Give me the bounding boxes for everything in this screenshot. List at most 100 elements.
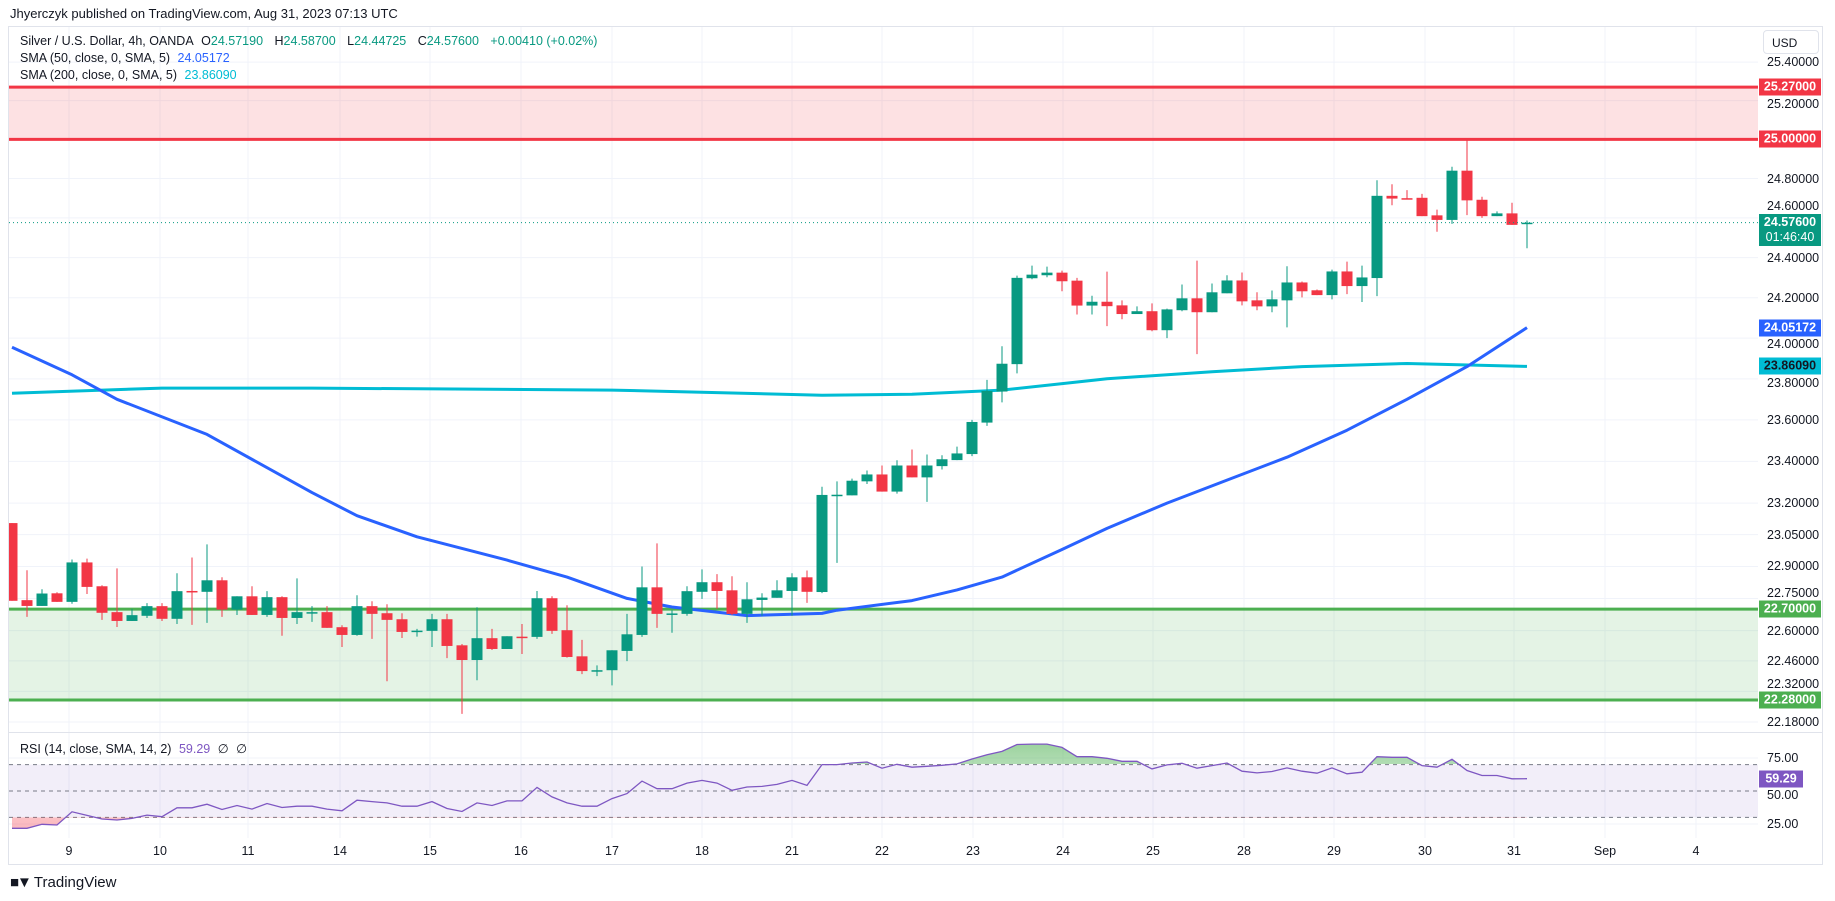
candle-down bbox=[1341, 261, 1353, 295]
resistance-zone bbox=[9, 87, 1758, 140]
candle-up bbox=[1491, 211, 1503, 217]
resistance-top-price-label: 25.27000 bbox=[1759, 78, 1821, 96]
date-label: 10 bbox=[153, 844, 167, 858]
candle-down bbox=[1236, 272, 1248, 306]
candle-body bbox=[351, 606, 363, 635]
candle-body bbox=[201, 580, 213, 592]
candle-up bbox=[141, 603, 153, 618]
date-label: 14 bbox=[333, 844, 347, 858]
candle-body bbox=[111, 612, 123, 621]
high-value: 24.58700 bbox=[283, 34, 336, 48]
legend-rsi[interactable]: RSI (14, close, SMA, 14, 2) 59.29 ∅ ∅ bbox=[20, 741, 251, 756]
candle-up bbox=[1041, 266, 1053, 278]
candle-up bbox=[291, 578, 303, 624]
candle-up bbox=[1026, 265, 1038, 280]
currency-button[interactable]: USD bbox=[1763, 30, 1819, 54]
candle-body bbox=[1356, 277, 1368, 287]
rsi-overbought-fill bbox=[842, 744, 1459, 764]
candle-up bbox=[966, 419, 978, 457]
price-tick-label: 22.46000 bbox=[1767, 653, 1820, 668]
candle-down bbox=[276, 596, 288, 636]
candle-body bbox=[1131, 311, 1143, 315]
candle-up bbox=[846, 478, 858, 496]
candle-down bbox=[1386, 184, 1398, 206]
low-value: 24.44725 bbox=[354, 34, 407, 48]
rsi-extra-2: ∅ bbox=[236, 742, 247, 756]
legend-sma200[interactable]: SMA (200, close, 0, SMA, 5) 23.86090 bbox=[20, 68, 241, 82]
candle-up bbox=[1011, 275, 1023, 374]
candle-body bbox=[1461, 170, 1473, 201]
candle-body bbox=[1416, 197, 1428, 217]
legend-sma50[interactable]: SMA (50, close, 0, SMA, 5) 24.05172 bbox=[20, 51, 234, 65]
open-label: O bbox=[201, 34, 211, 48]
support-bottom-price-label: 22.28000 bbox=[1759, 691, 1821, 709]
candle-body bbox=[666, 613, 678, 615]
publisher-line: Jhyerczyk published on TradingView.com, … bbox=[10, 6, 398, 21]
candle-down bbox=[216, 577, 228, 617]
candle-body bbox=[1101, 301, 1113, 307]
rsi-line bbox=[12, 743, 1528, 829]
candle-down bbox=[1431, 209, 1443, 232]
candle-down bbox=[9, 523, 18, 601]
candle-up bbox=[921, 454, 933, 502]
date-label: 28 bbox=[1237, 844, 1251, 858]
candle-down bbox=[1101, 271, 1113, 327]
candle-down bbox=[1461, 139, 1473, 216]
candle-body bbox=[1026, 274, 1038, 279]
candle-up bbox=[501, 636, 513, 649]
candle-down bbox=[321, 606, 333, 628]
date-label: 25 bbox=[1146, 844, 1160, 858]
rsi-value: 59.29 bbox=[178, 742, 211, 756]
support-zone bbox=[9, 609, 1758, 701]
price-tick-label: 22.90000 bbox=[1767, 559, 1820, 574]
date-label: 24 bbox=[1056, 844, 1070, 858]
sma200-price-label: 23.86090 bbox=[1759, 357, 1821, 375]
tradingview-logo[interactable]: ■▼ TradingView bbox=[10, 874, 116, 891]
candle-up bbox=[666, 610, 678, 633]
candle-body bbox=[306, 612, 318, 614]
sma50-price-label: 24.05172 bbox=[1759, 319, 1821, 337]
candle-body bbox=[1326, 271, 1338, 296]
price-tick-label: 25.40000 bbox=[1767, 55, 1820, 70]
sma50-value: 24.05172 bbox=[177, 51, 230, 65]
candle-body bbox=[1341, 271, 1353, 287]
candle-body bbox=[96, 586, 108, 613]
candle-up bbox=[261, 591, 273, 617]
candle-body bbox=[1236, 280, 1248, 302]
candle-body bbox=[876, 474, 888, 492]
candle-body bbox=[1251, 300, 1263, 307]
candle-up bbox=[681, 586, 693, 616]
candle-up bbox=[426, 613, 438, 648]
candle-down bbox=[1056, 270, 1068, 292]
sma200-label: SMA (200, close, 0, SMA, 5) bbox=[20, 68, 178, 82]
candle-up bbox=[891, 460, 903, 494]
candle-body bbox=[1221, 280, 1233, 294]
candle-down bbox=[876, 465, 888, 492]
price-tick-label: 24.80000 bbox=[1767, 171, 1820, 186]
candle-body bbox=[801, 577, 813, 592]
candle-body bbox=[1266, 299, 1278, 307]
candle-up bbox=[231, 596, 243, 615]
candle-up bbox=[636, 566, 648, 637]
candle-body bbox=[1431, 215, 1443, 220]
candle-up bbox=[756, 593, 768, 616]
candle-up bbox=[1371, 180, 1383, 297]
date-label: 16 bbox=[514, 844, 528, 858]
symbol-title[interactable]: Silver / U.S. Dollar, 4h, OANDA bbox=[20, 34, 194, 48]
candle-body bbox=[1446, 170, 1458, 220]
candle-body bbox=[606, 650, 618, 671]
last-price-value: 24.57600 bbox=[1763, 214, 1817, 229]
price-tick-label: 24.60000 bbox=[1767, 198, 1820, 213]
candle-body bbox=[321, 612, 333, 628]
candle-up bbox=[1131, 306, 1143, 315]
candle-body bbox=[246, 596, 258, 615]
candle-up bbox=[591, 665, 603, 677]
candle-body bbox=[696, 582, 708, 592]
candle-down bbox=[1146, 303, 1158, 332]
candle-down bbox=[801, 570, 813, 603]
candle-up bbox=[771, 580, 783, 598]
candle-body bbox=[186, 590, 198, 593]
logo-text: TradingView bbox=[33, 874, 117, 891]
candle-up bbox=[531, 590, 543, 639]
